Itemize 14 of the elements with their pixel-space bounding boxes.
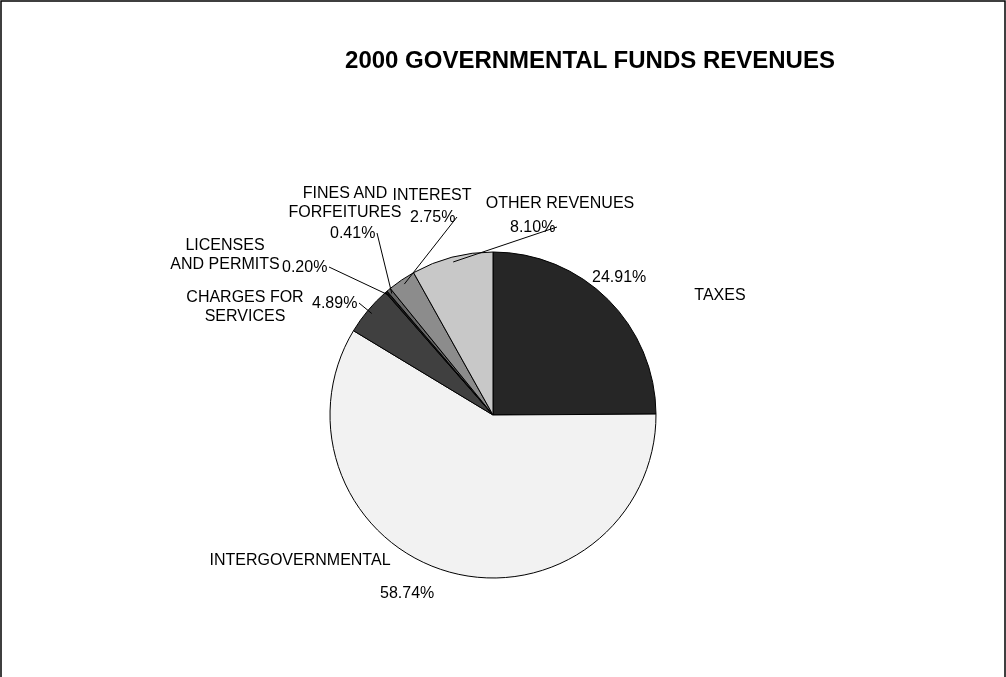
data-label: 24.91% — [592, 268, 647, 285]
slice-label: INTERGOVERNMENTAL — [209, 551, 391, 568]
data-label: 0.41% — [330, 224, 376, 241]
chart-title: 2000 GOVERNMENTAL FUNDS REVENUES — [345, 46, 835, 73]
slice-label: INTEREST — [392, 186, 472, 203]
slice-label: OTHER REVENUES — [485, 194, 635, 211]
data-label: 0.20% — [282, 258, 328, 275]
slice-label: TAXES — [694, 286, 746, 303]
data-label: 2.75% — [410, 208, 456, 225]
data-label: 58.74% — [380, 584, 435, 601]
slice-label: LICENSES AND PERMITS — [170, 236, 280, 272]
data-label: 4.89% — [312, 294, 358, 311]
data-label: 8.10% — [510, 218, 556, 235]
slice-label: CHARGES FOR SERVICES — [186, 288, 304, 324]
